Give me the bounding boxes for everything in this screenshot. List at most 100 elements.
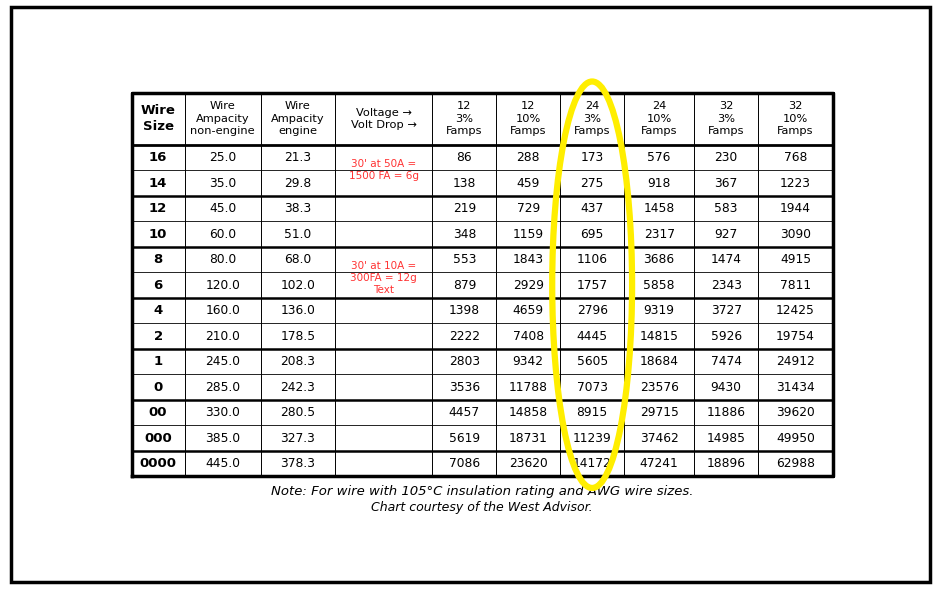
Text: 51.0: 51.0 <box>284 227 311 240</box>
Text: 49950: 49950 <box>776 432 815 445</box>
Text: 30' at 10A =
300FA = 12g: 30' at 10A = 300FA = 12g <box>350 262 417 283</box>
Text: Chart courtesy of the West Advisor.: Chart courtesy of the West Advisor. <box>372 501 593 514</box>
Text: 3686: 3686 <box>644 253 675 266</box>
Text: 24
3%
Famps: 24 3% Famps <box>574 101 611 136</box>
Text: 11886: 11886 <box>707 406 745 419</box>
Text: 86: 86 <box>456 151 472 164</box>
Text: 14858: 14858 <box>509 406 548 419</box>
Text: 14985: 14985 <box>707 432 745 445</box>
Text: 80.0: 80.0 <box>209 253 236 266</box>
Text: 1: 1 <box>153 355 163 368</box>
Text: 230: 230 <box>714 151 738 164</box>
Text: 160.0: 160.0 <box>205 304 240 317</box>
Text: Wire
Size: Wire Size <box>140 104 176 133</box>
Text: 7811: 7811 <box>780 279 811 292</box>
Text: 1944: 1944 <box>780 202 811 215</box>
Text: 11239: 11239 <box>573 432 612 445</box>
Text: 285.0: 285.0 <box>205 380 240 393</box>
Text: 60.0: 60.0 <box>209 227 236 240</box>
Text: 7408: 7408 <box>513 330 544 343</box>
Text: 25.0: 25.0 <box>209 151 236 164</box>
Text: 219: 219 <box>453 202 476 215</box>
Text: 1757: 1757 <box>577 279 608 292</box>
Text: 695: 695 <box>581 227 604 240</box>
Text: 00: 00 <box>149 406 167 419</box>
Text: 7474: 7474 <box>710 355 742 368</box>
Text: 2343: 2343 <box>710 279 742 292</box>
Text: 553: 553 <box>453 253 476 266</box>
Text: 1458: 1458 <box>644 202 675 215</box>
Text: 32
10%
Famps: 32 10% Famps <box>777 101 814 136</box>
Text: 19754: 19754 <box>776 330 815 343</box>
Text: 459: 459 <box>517 177 540 190</box>
Text: 45.0: 45.0 <box>209 202 236 215</box>
Text: 768: 768 <box>784 151 807 164</box>
Text: Wire
Ampacity
non-engine: Wire Ampacity non-engine <box>190 101 255 136</box>
Text: Text: Text <box>374 285 394 295</box>
Text: 1223: 1223 <box>780 177 811 190</box>
Text: 178.5: 178.5 <box>280 330 315 343</box>
Text: 879: 879 <box>453 279 476 292</box>
Text: 10: 10 <box>149 227 167 240</box>
Text: 5926: 5926 <box>710 330 742 343</box>
Text: 24912: 24912 <box>776 355 815 368</box>
Text: Voltage →
Volt Drop →: Voltage → Volt Drop → <box>351 108 417 130</box>
Text: 5858: 5858 <box>644 279 675 292</box>
Text: 1159: 1159 <box>513 227 544 240</box>
Text: 348: 348 <box>453 227 476 240</box>
Text: 2803: 2803 <box>449 355 480 368</box>
Text: 2: 2 <box>153 330 163 343</box>
Text: 5619: 5619 <box>449 432 480 445</box>
Text: 138: 138 <box>453 177 476 190</box>
Text: 31434: 31434 <box>776 380 815 393</box>
Text: 1843: 1843 <box>513 253 544 266</box>
Text: 21.3: 21.3 <box>284 151 311 164</box>
Text: 3727: 3727 <box>710 304 742 317</box>
Text: 11788: 11788 <box>509 380 548 393</box>
Text: 2796: 2796 <box>577 304 608 317</box>
Text: 8915: 8915 <box>577 406 608 419</box>
Text: 280.5: 280.5 <box>280 406 315 419</box>
Text: 385.0: 385.0 <box>205 432 240 445</box>
Text: 16: 16 <box>149 151 167 164</box>
Text: Wire
Ampacity
engine: Wire Ampacity engine <box>271 101 325 136</box>
Text: 4: 4 <box>153 304 163 317</box>
Text: 47241: 47241 <box>640 457 678 470</box>
Text: 927: 927 <box>714 227 738 240</box>
Text: 24
10%
Famps: 24 10% Famps <box>641 101 678 136</box>
Text: 918: 918 <box>647 177 671 190</box>
Text: 2222: 2222 <box>449 330 480 343</box>
Text: 12
3%
Famps: 12 3% Famps <box>446 101 483 136</box>
Text: 0000: 0000 <box>139 457 177 470</box>
Text: 23576: 23576 <box>640 380 678 393</box>
Text: 18896: 18896 <box>707 457 745 470</box>
Text: 102.0: 102.0 <box>280 279 315 292</box>
Text: 327.3: 327.3 <box>280 432 315 445</box>
Text: 38.3: 38.3 <box>284 202 311 215</box>
Text: 12
10%
Famps: 12 10% Famps <box>510 101 547 136</box>
Text: 12: 12 <box>149 202 167 215</box>
Text: 288: 288 <box>517 151 540 164</box>
Text: 4915: 4915 <box>780 253 811 266</box>
Text: 14172: 14172 <box>573 457 612 470</box>
Text: 576: 576 <box>647 151 671 164</box>
Text: 445.0: 445.0 <box>205 457 240 470</box>
Text: 6: 6 <box>153 279 163 292</box>
Text: 9430: 9430 <box>710 380 742 393</box>
Text: 14: 14 <box>149 177 167 190</box>
Text: 437: 437 <box>581 202 604 215</box>
Text: 18731: 18731 <box>509 432 548 445</box>
Text: 39620: 39620 <box>776 406 815 419</box>
Text: 37462: 37462 <box>640 432 678 445</box>
Text: 18684: 18684 <box>640 355 678 368</box>
Text: Note: For wire with 105°C insulation rating and AWG wire sizes.: Note: For wire with 105°C insulation rat… <box>271 485 694 498</box>
Text: 4445: 4445 <box>577 330 608 343</box>
Text: 1474: 1474 <box>710 253 742 266</box>
Text: 000: 000 <box>144 432 172 445</box>
Text: 729: 729 <box>517 202 540 215</box>
Text: 35.0: 35.0 <box>209 177 236 190</box>
Text: 0: 0 <box>153 380 163 393</box>
Text: 120.0: 120.0 <box>205 279 240 292</box>
Text: 30' at 50A =
1500 FA = 6g: 30' at 50A = 1500 FA = 6g <box>349 159 419 181</box>
Text: 4659: 4659 <box>513 304 544 317</box>
